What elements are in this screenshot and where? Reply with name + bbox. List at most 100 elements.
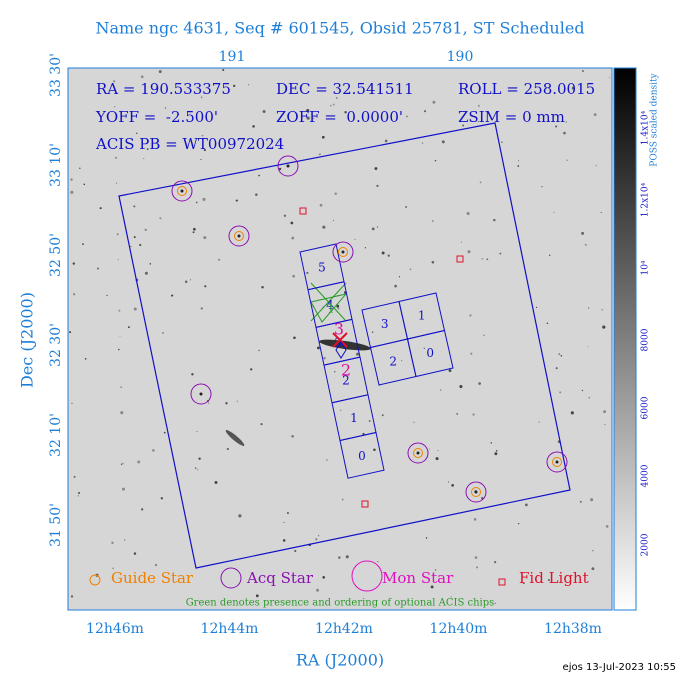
star-dot [252,125,255,128]
star-dot [196,430,198,433]
star-dot [462,124,465,127]
star-dot [581,389,584,392]
star-dot [322,576,326,579]
star-dot [123,539,126,541]
star-dot [406,115,408,118]
star-dot [490,442,492,444]
star-dot [119,335,121,337]
star-dot [164,107,167,109]
star-dot [337,307,340,310]
star-dot [73,293,76,296]
star-dot [592,549,594,552]
star-dot [555,125,558,128]
star-dot [294,549,297,553]
star-dot [499,252,502,255]
star-dot [282,539,286,542]
title: Name ngc 4631, Seq # 601545, Obsid 25781… [95,19,584,38]
star-dot [192,231,195,234]
bottom-tick: 12h44m [201,621,259,637]
star-dot [218,258,220,261]
star-dot [261,286,264,289]
star-dot [112,567,114,570]
star-dot [476,566,479,569]
star-dot [334,371,336,373]
star-dot [159,217,162,220]
star-dot [200,307,203,310]
star-dot [423,347,425,350]
acq-star [171,180,193,202]
star-dot [203,149,206,152]
star-dot [341,498,344,501]
star-dot [258,174,260,177]
chip-label: 2 [342,373,350,387]
star-dot [431,260,435,264]
star-dot [600,211,602,213]
star-dot [336,304,340,308]
star-dot [144,271,148,275]
star-dot [195,201,198,204]
star-dot [106,294,108,297]
star-dot [222,69,225,72]
star-field [69,69,610,604]
star-dot [584,243,587,246]
star-dot [293,336,296,339]
header: ZOFF = 0.0000' [276,108,403,126]
star-dot [371,331,374,333]
star-dot [318,153,321,156]
star-core [341,250,345,254]
legend-entry: Guide Star [111,569,194,587]
star-dot [69,331,72,334]
star-dot [409,268,412,271]
star-dot [555,367,558,370]
star-dot [450,596,452,598]
star-dot [467,250,471,254]
star-dot [133,307,137,311]
star-dot [139,243,142,247]
star-dot [394,284,397,288]
star-dot [479,181,482,184]
guide-star [552,457,562,467]
colorbar-tick: 1.2x10⁴ [641,182,651,217]
star-dot [473,518,477,521]
header: RA = 190.533375 [96,80,231,98]
star-dot [477,120,480,123]
star-dot [387,254,390,257]
note: Green denotes presence and ordering of o… [186,598,495,609]
fid-light [456,255,464,263]
star-dot [582,70,584,72]
star-dot [356,352,360,356]
star-dot [340,409,342,412]
star-dot [437,449,439,451]
star-dot [501,141,503,143]
star-dot [192,227,196,231]
star-dot [441,140,445,144]
star-dot [226,447,229,451]
star-dot [571,86,575,90]
aimpoint [335,341,347,359]
star-dot [601,309,603,311]
star-dot [517,165,520,167]
star-core [474,490,478,494]
fid-light [299,207,307,215]
star-dot [203,236,207,240]
star-dot [588,396,591,399]
star-dot [579,500,582,503]
star-dot [292,274,296,278]
star-dot [71,402,73,404]
star-dot [362,432,365,436]
star-dot [247,84,250,86]
star-dot [120,411,124,415]
chip-label: 5 [318,260,326,274]
star-dot [82,243,84,246]
star-dot [517,160,520,162]
star-dot [524,503,528,507]
star-dot [162,332,164,334]
star-dot [260,422,263,426]
star-dot [440,389,442,391]
star-dot [476,82,479,85]
star-dot [72,262,75,265]
star-dot [401,360,403,362]
header: DEC = 32.541511 [276,80,414,98]
star-dot [405,205,408,208]
